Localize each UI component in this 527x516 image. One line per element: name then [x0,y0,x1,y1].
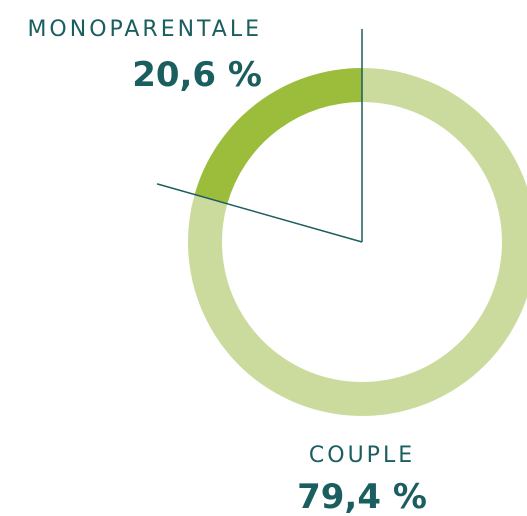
value-label: 20,6 % [132,55,262,95]
category-label: MONOPARENTALE [27,17,262,42]
donut-segment [188,68,527,416]
category-label: COUPLE [309,443,415,468]
value-label: 79,4 % [297,477,427,516]
leader-line [156,183,363,243]
donut-segment [194,68,363,205]
